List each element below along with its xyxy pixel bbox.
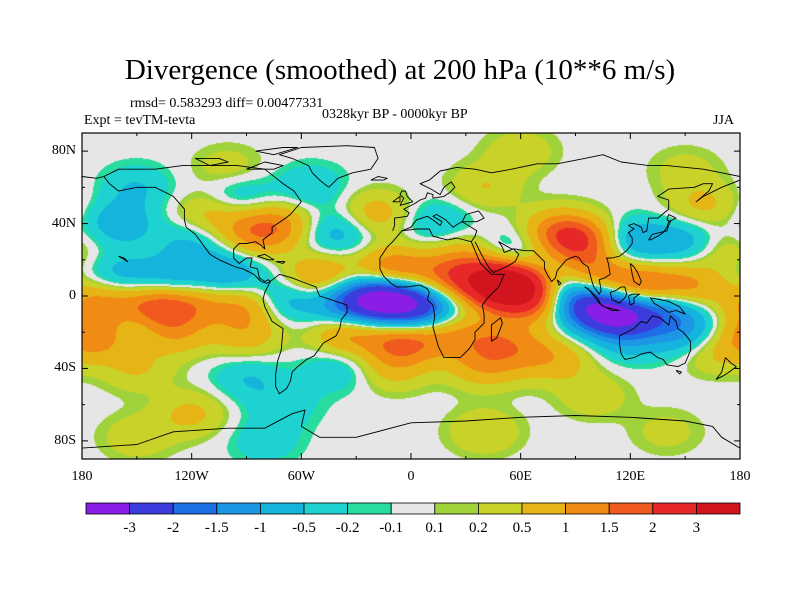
coastline <box>262 273 348 395</box>
y-tick-label: 40S <box>54 360 76 376</box>
divergence-field <box>82 133 740 459</box>
season-label: JJA <box>713 113 735 128</box>
coastline <box>82 176 105 179</box>
period-label: 0328kyr BP - 0000kyr BP <box>322 107 468 122</box>
coastline <box>490 317 503 342</box>
colorbar-label: 1 <box>561 520 570 536</box>
coastline <box>275 261 286 264</box>
x-tick-label: 60W <box>287 469 315 484</box>
x-tick-label: 60E <box>509 469 532 484</box>
coastline <box>648 214 677 241</box>
coastline <box>370 176 388 181</box>
colorbar-label: 2 <box>649 520 657 536</box>
coastlines <box>82 145 740 449</box>
experiment-label: Expt = tevTM-tevta <box>84 113 196 128</box>
coastline <box>629 263 642 286</box>
coastline <box>399 190 414 206</box>
colorbar-label: 1.5 <box>599 520 619 536</box>
axis-ticks <box>81 133 741 459</box>
colorbar-label: -3 <box>123 520 136 536</box>
coastline <box>401 214 478 242</box>
y-tick-label: 80S <box>54 432 76 448</box>
colorbar-label: -0.2 <box>335 520 360 536</box>
colorbar-label: 0.2 <box>469 520 488 536</box>
coastline <box>118 255 129 263</box>
colorbar-label: -1 <box>254 520 267 536</box>
coastline <box>82 409 740 449</box>
stats-text: rmsd= 0.583293 diff= 0.00477331 <box>130 96 324 111</box>
coastline <box>392 195 401 203</box>
colorbar-label: -1.5 <box>204 520 229 536</box>
colorbar-label: -2 <box>166 520 180 536</box>
coastline <box>461 210 485 223</box>
coastline <box>715 357 737 380</box>
colorbar-label: -0.5 <box>292 520 316 536</box>
colorbar-label: 0.5 <box>512 520 532 536</box>
x-tick-label: 0 <box>407 469 415 484</box>
coastline <box>392 154 740 231</box>
coastline <box>609 286 628 304</box>
chart-title: Divergence (smoothed) at 200 hPa (10**6 … <box>124 54 676 86</box>
coastline <box>257 253 275 261</box>
x-tick-label: 180 <box>71 469 93 484</box>
x-tick-label: 120W <box>174 469 209 484</box>
coastline <box>604 306 620 311</box>
coastline <box>278 145 379 188</box>
x-tick-label: 120E <box>615 469 646 484</box>
coastline <box>246 161 284 170</box>
colorbar-label: 3 <box>692 520 701 536</box>
x-tick-label: 180 <box>729 469 751 484</box>
coastline <box>556 279 562 286</box>
colorbar-label: -0.1 <box>379 520 404 536</box>
coastline <box>618 315 692 368</box>
coastline <box>103 165 302 284</box>
coastline <box>628 293 640 306</box>
y-tick-label: 40N <box>51 215 76 231</box>
y-tick-label: 0 <box>69 288 76 303</box>
coastline <box>474 179 740 295</box>
coastline <box>379 228 505 359</box>
coastline <box>675 369 682 375</box>
coastline <box>650 297 686 315</box>
y-tick-label: 80N <box>51 143 76 159</box>
colorbar-label: 0.1 <box>425 520 445 536</box>
coastline <box>194 157 229 167</box>
coastline <box>255 147 299 156</box>
